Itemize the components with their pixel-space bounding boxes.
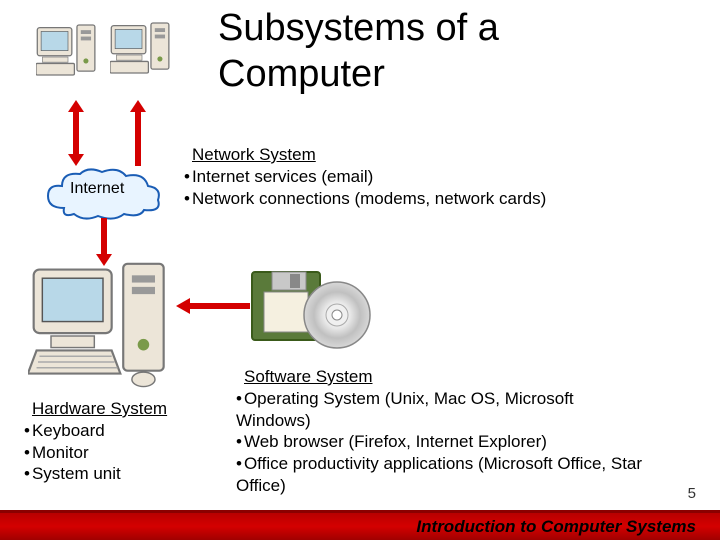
- computer-icon: [28, 258, 178, 393]
- internet-label: Internet: [70, 180, 124, 198]
- up-arrow-icon: [128, 100, 148, 166]
- cd-icon: [302, 280, 372, 350]
- list-item: Web browser (Firefox, Internet Explorer): [236, 431, 646, 453]
- list-item: Network connections (modems, network car…: [184, 188, 614, 210]
- page-number: 5: [688, 485, 696, 502]
- computer-icon: [110, 18, 174, 83]
- list-item: Operating System (Unix, Mac OS, Microsof…: [236, 388, 646, 432]
- hardware-section: Hardware System Keyboard Monitor System …: [24, 398, 224, 485]
- double-arrow-icon: [66, 100, 86, 166]
- computer-icon: [36, 20, 100, 85]
- list-item: Keyboard: [24, 420, 224, 442]
- footer-text: Introduction to Computer Systems: [416, 517, 696, 537]
- list-item: Internet services (email): [184, 166, 614, 188]
- left-arrow-icon: [176, 296, 250, 316]
- network-section: Network System Internet services (email)…: [184, 144, 614, 209]
- list-item: Monitor: [24, 442, 224, 464]
- footer-bar: Introduction to Computer Systems: [0, 510, 720, 540]
- list-item: Office productivity applications (Micros…: [236, 453, 646, 497]
- slide-title: Subsystems of a Computer: [218, 6, 668, 97]
- hardware-title: Hardware System: [32, 398, 224, 420]
- list-item: System unit: [24, 463, 224, 485]
- network-title: Network System: [192, 144, 614, 166]
- software-section: Software System Operating System (Unix, …: [236, 366, 646, 497]
- software-title: Software System: [244, 366, 646, 388]
